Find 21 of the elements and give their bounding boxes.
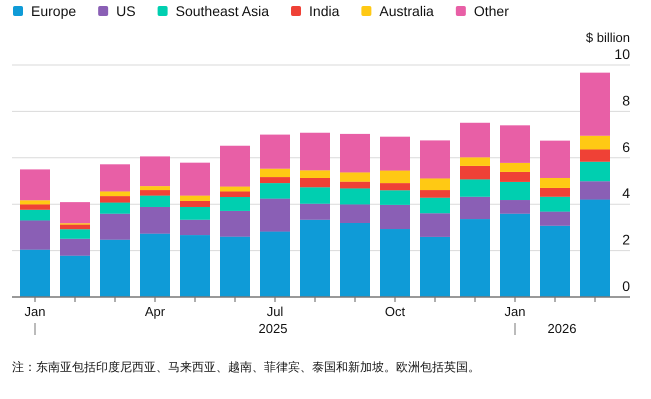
legend-label: Europe [31,3,76,19]
text: 注：东南亚包括印度尼西亚、马来西亚、越南、菲律宾、泰国和新加坡。欧洲包括英国。 [12,360,480,374]
y-tick-label: 2 [622,232,630,248]
y-tick-label: 10 [614,46,630,62]
x-tick-label: Jan [24,304,46,319]
x-tick-label: Jul [266,304,284,319]
y-tick-label: 6 [622,138,630,155]
y-tick-label: 0 [622,278,630,294]
legend-label: Southeast Asia [176,3,270,19]
x-tick-label: Oct [384,304,406,319]
text: 2025 [258,321,288,336]
x-tick-label: Apr [144,304,166,319]
y-axis-title: $ billion [586,30,630,45]
legend-label: India [309,3,340,19]
x-tick-label: Jan [504,304,526,319]
y-tick-label: 4 [622,185,630,202]
legend-label: Other [474,3,510,19]
legend-label: Australia [379,3,434,19]
y-tick-label: 8 [622,92,630,108]
legend-label: US [116,3,136,19]
text: 2026 [548,321,576,336]
